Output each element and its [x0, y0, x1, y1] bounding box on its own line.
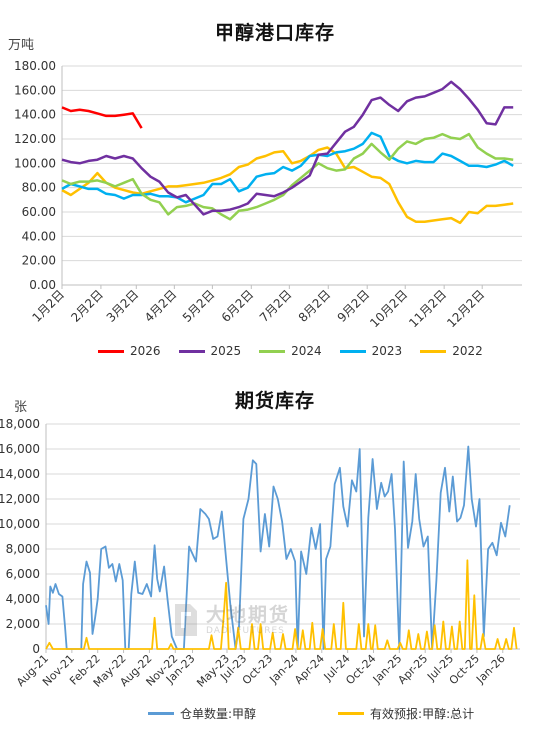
x-tick-label: 9月2日 [335, 287, 373, 325]
series-line-仓单数量:甲醇 [45, 445, 511, 650]
series-line-2026 [61, 106, 143, 129]
x-tick-label: 6月2日 [219, 287, 257, 325]
x-tick-label: 5月2日 [180, 287, 218, 325]
legend-label: 有效预报:甲醇:总计 [370, 707, 475, 721]
legend-swatch [259, 349, 286, 353]
series-line-2025 [61, 80, 514, 216]
y-tick-label: 2,000 [6, 617, 40, 631]
y-tick-label: 140.00 [14, 108, 56, 122]
chart-title: 期货库存 [234, 390, 315, 412]
x-tick-label: Apr-24 [292, 652, 327, 687]
x-tick-label: 10月2日 [367, 287, 410, 330]
legend-item: 2026 [98, 344, 161, 358]
y-tick-label: 100.00 [14, 156, 56, 170]
legend-item: 有效预报:甲醇:总计 [338, 705, 474, 722]
y-tick-label: 20.00 [22, 254, 56, 268]
y-tick-label: 0.00 [29, 278, 56, 292]
legend-swatch [338, 712, 365, 715]
y-tick-label: 120.00 [14, 132, 56, 146]
legend-swatch [148, 712, 174, 715]
y-tick-label: 4,000 [6, 592, 40, 606]
series-line-2024 [61, 132, 514, 221]
port-inventory-chart: 甲醇港口库存 万吨 0.00 20.00 40.00 60.00 80.00 100.00… [0, 0, 550, 370]
y-tick-label: 10,000 [0, 517, 40, 531]
y-tick-label: 6,000 [6, 567, 40, 581]
legend: 2026 2025 2024 2023 2022 [98, 344, 501, 358]
legend-swatch [339, 349, 366, 353]
port-inventory-plot: 0.00 20.00 40.00 60.00 80.00 100.00 120.00 140.… [14, 59, 522, 330]
y-tick-label: 12,000 [0, 492, 40, 506]
legend-swatch [420, 349, 447, 353]
legend-label: 仓单数量:甲醇 [180, 707, 257, 721]
y-tick-label: 16,000 [0, 442, 40, 456]
company-logo-icon [175, 604, 197, 636]
x-tick-label: 7月2日 [257, 287, 295, 325]
y-tick-label: 0 [32, 642, 40, 656]
y-tick-label: 80.00 [22, 181, 56, 195]
futures-inventory-chart: 期货库存 张 0 2,000 4,000 6,000 8,000 10,000 12,000… [0, 372, 550, 742]
y-tick-label: 180.00 [14, 59, 56, 73]
watermark-subtext: DADI FUTURES [206, 626, 285, 636]
legend-label: 2023 [371, 344, 403, 358]
y-tick-label: 160.00 [14, 83, 56, 97]
x-tick-label: 4月2日 [142, 287, 180, 325]
series-line-2023 [61, 131, 514, 204]
x-tick-label: 12月2日 [444, 287, 487, 330]
chart-title: 甲醇港口库存 [214, 22, 335, 44]
y-unit-label: 万吨 [8, 38, 35, 53]
legend: 仓单数量:甲醇 有效预报:甲醇:总计 [148, 705, 492, 722]
x-tick-label: 1月2日 [29, 287, 67, 325]
x-tick-label: Jan-26 [473, 652, 508, 687]
y-tick-label: 60.00 [22, 205, 56, 219]
y-tick-label: 18,000 [0, 417, 40, 431]
y-tick-label: 14,000 [0, 467, 40, 481]
legend-swatch [98, 349, 124, 353]
legend-item: 2022 [420, 344, 483, 358]
legend-item: 2023 [339, 344, 403, 358]
x-tick-label: 3月2日 [104, 287, 142, 325]
x-tick-label: Apr-25 [395, 652, 430, 687]
series-line-2022 [61, 146, 514, 225]
legend-item: 2024 [259, 344, 322, 358]
legend-label: 2025 [210, 344, 242, 358]
x-tick-label: 8月2日 [296, 287, 334, 325]
futures-inventory-plot: 0 2,000 4,000 6,000 8,000 10,000 12,000 14,000 1… [0, 417, 520, 690]
series-line-有效预报:甲醇:总计 [45, 559, 518, 650]
y-tick-label: 8,000 [6, 542, 40, 556]
legend-label: 2024 [291, 344, 322, 358]
legend-item: 2025 [178, 344, 242, 358]
legend-label: 2026 [130, 344, 161, 358]
legend-label: 2022 [452, 344, 483, 358]
y-tick-label: 40.00 [22, 229, 56, 243]
legend-swatch [178, 349, 205, 353]
watermark: 大地期货 DADI FUTURES [172, 597, 302, 643]
x-tick-label: 2月2日 [68, 287, 106, 325]
watermark-text: 大地期货 [206, 604, 291, 626]
y-unit-label: 张 [14, 400, 28, 415]
x-tick-label: 11月2日 [406, 287, 449, 330]
legend-item: 仓单数量:甲醇 [148, 705, 256, 722]
